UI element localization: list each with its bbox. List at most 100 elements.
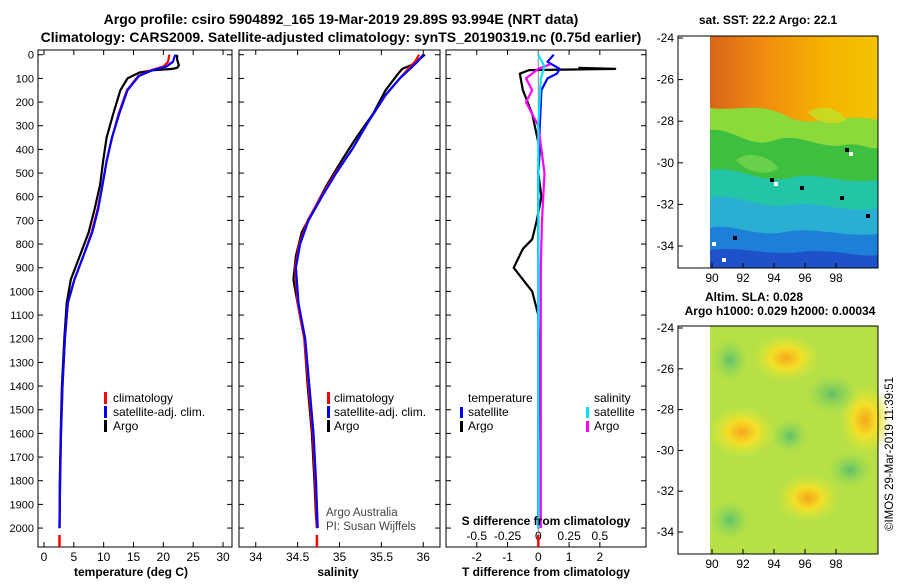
map-y-tick-label: -28 bbox=[657, 114, 675, 128]
figure-title-line1: Argo profile: csiro 5904892_165 19-Mar-2… bbox=[104, 11, 579, 27]
x-tick-label: 35 bbox=[333, 550, 347, 564]
y-tick-label: 1800 bbox=[10, 476, 34, 488]
map-x-tick-label: 96 bbox=[798, 557, 812, 571]
x-tick-label: 0 bbox=[535, 550, 542, 564]
map-x-tick-label: 98 bbox=[829, 271, 843, 285]
difference-legend: temperature salinity satellite Argo sate… bbox=[460, 391, 635, 433]
map-y-tick-label: -28 bbox=[657, 403, 675, 417]
map-x-tick-label: 94 bbox=[767, 557, 781, 571]
map-x-tick-label: 90 bbox=[705, 271, 719, 285]
legend-satellite-label: satellite-adj. clim. bbox=[113, 405, 205, 419]
legend-argo-swatch bbox=[104, 420, 107, 432]
legend-satellite-label: satellite-adj. clim. bbox=[334, 405, 426, 419]
legend-satellite-swatch bbox=[104, 406, 107, 418]
legend-t-satellite-swatch bbox=[460, 407, 463, 418]
x-tick-label: -2 bbox=[471, 550, 482, 564]
y-tick-label: 1000 bbox=[10, 286, 34, 298]
figure-title-line2: Climatology: CARS2009. Satellite-adjuste… bbox=[41, 29, 642, 45]
sla-map-frame bbox=[677, 325, 879, 555]
imos-credit: ©IMOS 29-Mar-2019 11:39:51 bbox=[884, 377, 896, 531]
series-line-satellite-adj-clim- bbox=[58, 54, 177, 529]
y-tick-label: 1600 bbox=[10, 428, 34, 440]
legend-satellite-swatch bbox=[327, 406, 330, 418]
x-tick-label: 30 bbox=[216, 550, 230, 564]
x-tick-label: -1 bbox=[502, 550, 513, 564]
legend-s-argo-swatch bbox=[586, 421, 589, 432]
sst-map-frame bbox=[677, 35, 879, 269]
map-y-tick-label: -26 bbox=[657, 362, 675, 376]
y-tick-label: 1100 bbox=[10, 310, 34, 322]
map-y-tick-label: -34 bbox=[657, 525, 675, 539]
x2-tick-label: -0.25 bbox=[494, 529, 522, 543]
sst-map-axes: -24 -26 -28 -30 -32 -34 90 92 94 96 98 bbox=[657, 31, 843, 285]
x-tick-label: 34.5 bbox=[286, 550, 310, 564]
x-tick-label: 10 bbox=[97, 550, 111, 564]
legend-t-satellite-label: satellite bbox=[468, 405, 509, 419]
sla-map-axes: -24 -26 -28 -30 -32 -34 90 92 94 96 98 bbox=[657, 321, 843, 571]
x2-tick-label: 0.25 bbox=[557, 529, 581, 543]
y-tick-label: 2000 bbox=[10, 523, 34, 535]
map-y-tick-label: -34 bbox=[657, 239, 675, 253]
y-tick-label: 1200 bbox=[10, 334, 34, 346]
x-tick-label: 34 bbox=[249, 550, 263, 564]
y-tick-label: 100 bbox=[16, 73, 34, 85]
temperature-axes bbox=[37, 49, 233, 548]
legend-t-argo-swatch bbox=[460, 421, 463, 432]
map-x-tick-label: 94 bbox=[767, 271, 781, 285]
y-tick-label: 800 bbox=[16, 239, 34, 251]
y-tick-label: 300 bbox=[16, 121, 34, 133]
x-tick-label: 5 bbox=[70, 550, 77, 564]
credit-argo-australia: Argo Australia bbox=[326, 507, 398, 519]
y-tick-label: 500 bbox=[16, 168, 34, 180]
y-tick-label: 1500 bbox=[10, 405, 34, 417]
x-tick-label: 1 bbox=[566, 550, 573, 564]
x2-tick-label: 0.5 bbox=[592, 529, 609, 543]
y-tick-label: 1400 bbox=[10, 381, 34, 393]
legend-climatology-swatch bbox=[104, 392, 107, 404]
sst-map-title: sat. SST: 22.2 Argo: 22.1 bbox=[699, 13, 838, 27]
series-line-argo bbox=[58, 54, 180, 529]
x-tick-label: 2 bbox=[597, 550, 604, 564]
series-line-s-satellite bbox=[537, 54, 546, 529]
series-line-climatology bbox=[58, 54, 171, 529]
legend-argo-swatch bbox=[327, 420, 330, 432]
legend-argo-label: Argo bbox=[113, 419, 139, 433]
map-y-tick-label: -26 bbox=[657, 73, 675, 87]
legend-t-argo-label: Argo bbox=[468, 419, 494, 433]
salinity-legend: climatology satellite-adj. clim. Argo bbox=[327, 391, 426, 433]
sla-map-title-line2: Argo h1000: 0.029 h2000: 0.00034 bbox=[685, 304, 876, 318]
legend-argo-label: Argo bbox=[334, 419, 360, 433]
x-tick-label: 35.5 bbox=[370, 550, 394, 564]
difference-xlabel: T difference from climatology bbox=[462, 565, 630, 579]
map-y-tick-label: -30 bbox=[657, 156, 675, 170]
x-tick-label: 20 bbox=[157, 550, 171, 564]
series-line-t-argo bbox=[512, 66, 617, 529]
legend-climatology-label: climatology bbox=[334, 391, 394, 405]
map-y-tick-label: -24 bbox=[657, 321, 675, 335]
legend-climatology-label: climatology bbox=[113, 391, 173, 405]
map-x-tick-label: 92 bbox=[736, 557, 750, 571]
x-tick-label: 0 bbox=[41, 550, 48, 564]
x-tick-label: 25 bbox=[187, 550, 201, 564]
difference-x2label: S difference from climatology bbox=[462, 514, 631, 528]
legend-s-satellite-label: satellite bbox=[594, 405, 635, 419]
y-tick-label: 1900 bbox=[10, 499, 34, 511]
y-tick-label: 900 bbox=[16, 263, 34, 275]
map-y-tick-label: -32 bbox=[657, 484, 675, 498]
x-tick-label: 15 bbox=[127, 550, 141, 564]
map-y-tick-label: -32 bbox=[657, 197, 675, 211]
map-x-tick-label: 90 bbox=[705, 557, 719, 571]
temperature-legend: climatology satellite-adj. clim. Argo bbox=[104, 391, 205, 433]
y-tick-label: 600 bbox=[16, 192, 34, 204]
sla-map-image bbox=[678, 326, 891, 554]
y-tick-label: 0 bbox=[28, 50, 34, 62]
credit-pi: PI: Susan Wijffels bbox=[326, 521, 416, 533]
y-tick-label: 700 bbox=[16, 215, 34, 227]
map-x-tick-label: 98 bbox=[829, 557, 843, 571]
sst-map-image bbox=[678, 36, 878, 268]
map-x-tick-label: 92 bbox=[736, 271, 750, 285]
x-tick-label: 36 bbox=[417, 550, 431, 564]
salinity-xlabel: salinity bbox=[317, 565, 359, 579]
y-tick-label: 1300 bbox=[10, 357, 34, 369]
